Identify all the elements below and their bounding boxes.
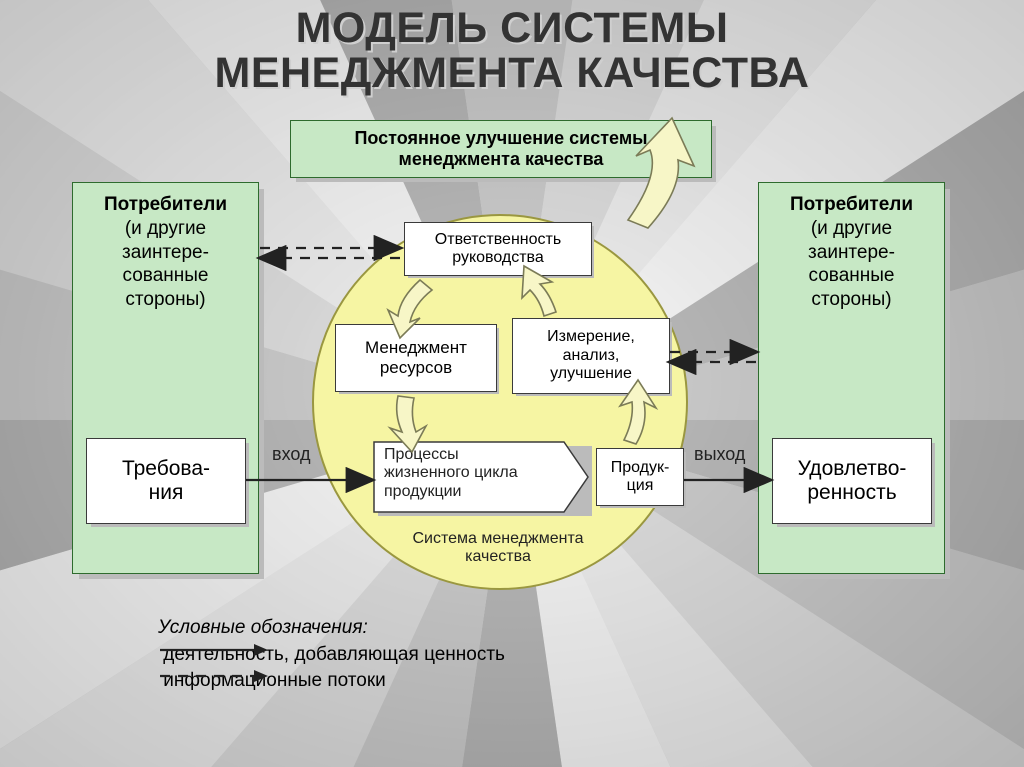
fat-arrows [0,0,1024,767]
legend-dashed-arrow-icon [158,668,268,684]
legend: Условные обозначения: деятельность, доба… [158,615,505,695]
legend-solid-arrow-icon [158,642,268,658]
